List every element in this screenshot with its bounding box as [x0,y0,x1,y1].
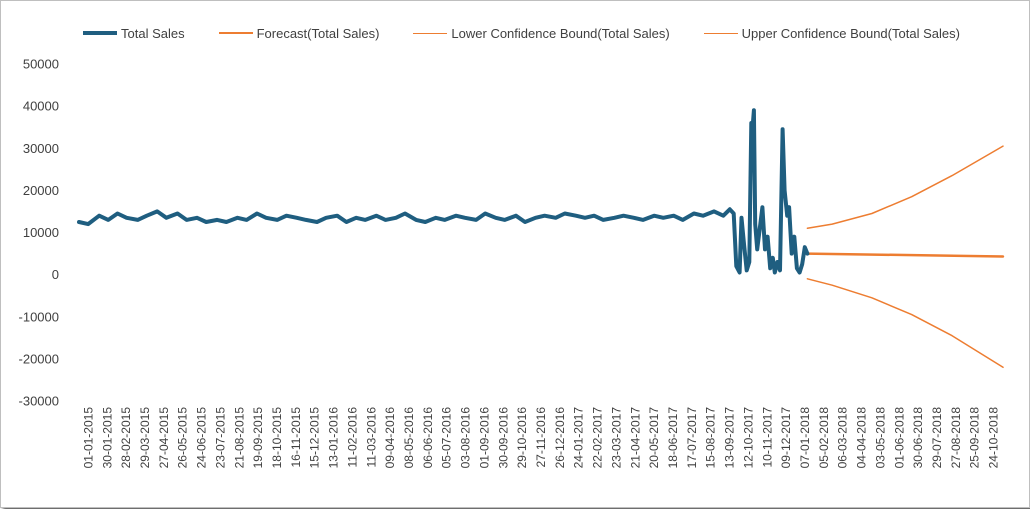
x-tick-label: 21-08-2015 [232,407,246,469]
x-tick-label: 29-03-2015 [138,407,152,469]
legend-item-upper-bound: Upper Confidence Bound(Total Sales) [703,25,960,41]
x-tick-label: 13-01-2016 [327,407,341,469]
x-tick-label: 06-06-2016 [421,407,435,469]
series-line-forecast-total-sales [806,252,1005,258]
x-tick-label: 17-07-2017 [685,407,699,469]
x-tick-label: 30-06-2018 [911,407,925,469]
y-tick-label: 0 [52,267,59,282]
x-tick-label: 18-06-2017 [666,407,680,469]
y-tick-label: 40000 [23,99,59,114]
x-tick-label: 19-09-2015 [251,407,265,469]
x-tick-label: 03-08-2016 [459,407,473,469]
legend-swatch-total-sales [83,31,117,35]
x-tick-label: 04-04-2018 [855,407,869,469]
x-tick-label: 23-03-2017 [609,407,623,469]
legend-label-forecast: Forecast(Total Sales) [256,25,380,41]
x-tick-label: 01-01-2015 [81,407,95,469]
x-tick-label: 13-09-2017 [723,407,737,469]
x-tick-label: 30-01-2015 [100,407,114,469]
x-tick-label: 01-06-2018 [892,407,906,469]
legend-swatch-forecast [218,32,253,34]
x-tick-label: 24-01-2017 [572,407,586,469]
legend-swatch-upper-bound [703,32,738,34]
x-tick-label: 16-11-2015 [289,407,303,468]
x-tick-label: 29-10-2016 [515,407,529,469]
x-tick-label: 11-02-2016 [345,407,359,468]
x-tick-label: 28-02-2015 [119,407,133,469]
series-line-upper-confidence-bound-total-sales [806,145,1004,230]
x-tick-label: 27-08-2018 [949,407,963,469]
x-tick-label: 01-09-2016 [477,407,491,469]
y-tick-label: -20000 [19,351,59,366]
y-tick-label: 30000 [23,141,59,156]
legend-label-upper-bound: Upper Confidence Bound(Total Sales) [741,25,960,41]
legend-item-forecast: Forecast(Total Sales) [218,25,380,41]
x-tick-label: 26-05-2015 [176,407,190,469]
x-tick-label: 18-10-2015 [270,407,284,469]
series-line-total-sales [77,108,810,275]
x-tick-label: 21-04-2017 [628,407,642,469]
x-tick-label: 15-08-2017 [704,407,718,469]
x-tick-label: 12-10-2017 [741,407,755,469]
legend: Total Sales Forecast(Total Sales) Lower … [83,23,960,43]
y-tick-label: -10000 [19,309,59,324]
legend-label-total-sales: Total Sales [121,25,185,41]
x-tick-label: 23-07-2015 [213,407,227,469]
x-tick-label: 29-07-2018 [930,407,944,469]
legend-item-lower-bound: Lower Confidence Bound(Total Sales) [413,25,670,41]
x-tick-label: 05-07-2016 [440,407,454,469]
x-tick-label: 26-12-2016 [553,407,567,469]
x-tick-label: 09-12-2017 [779,407,793,469]
x-tick-label: 08-05-2016 [402,407,416,469]
series-line-lower-confidence-bound-total-sales [806,278,1004,369]
x-tick-label: 15-12-2015 [308,407,322,469]
x-tick-label: 25-09-2018 [968,407,982,469]
legend-label-lower-bound: Lower Confidence Bound(Total Sales) [451,25,670,41]
x-tick-label: 10-11-2017 [760,407,774,468]
x-tick-label: 24-06-2015 [195,407,209,469]
x-tick-label: 20-05-2017 [647,407,661,469]
x-tick-label: 30-09-2016 [496,407,510,469]
x-tick-label: 27-11-2016 [534,407,548,468]
y-tick-label: -30000 [19,394,59,409]
x-tick-label: 05-02-2018 [817,407,831,469]
y-tick-label: 10000 [23,225,59,240]
y-tick-label: 50000 [23,57,59,72]
x-tick-label: 07-01-2018 [798,407,812,469]
x-tick-label: 22-02-2017 [591,407,605,469]
x-tick-label: 27-04-2015 [157,407,171,469]
x-tick-label: 06-03-2018 [836,407,850,469]
y-tick-label: 20000 [23,183,59,198]
legend-item-total-sales: Total Sales [83,26,185,41]
legend-swatch-lower-bound [413,32,448,34]
x-tick-label: 09-04-2016 [383,407,397,469]
x-tick-label: 03-05-2018 [873,407,887,469]
x-tick-label: 24-10-2018 [987,407,1001,469]
x-tick-label: 11-03-2016 [364,407,378,468]
